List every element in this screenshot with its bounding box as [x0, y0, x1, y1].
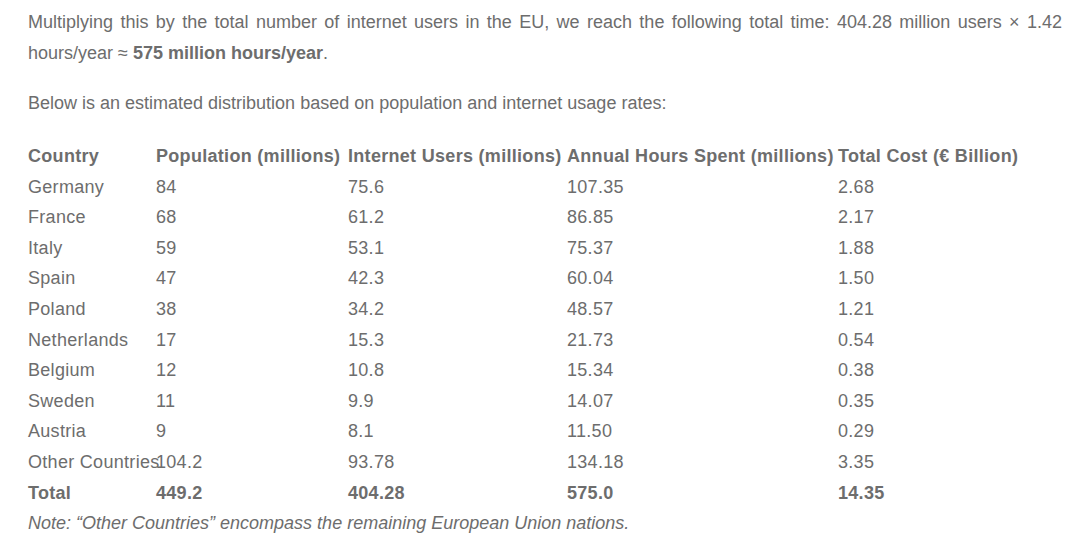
table-cell-r1c0: France — [28, 202, 156, 233]
table-cell-r0c3: 107.35 — [567, 172, 838, 203]
table-cell-r6c4: 0.38 — [838, 355, 1062, 386]
table-cell-r5c1: 17 — [156, 325, 348, 356]
table-cell-r6c0: Belgium — [28, 355, 156, 386]
table-cell-r6c1: 12 — [156, 355, 348, 386]
table-cell-r1c2: 61.2 — [348, 202, 567, 233]
table-cell-r2c2: 53.1 — [348, 233, 567, 264]
paragraph-total-time: Multiplying this by the total number of … — [28, 7, 1062, 69]
table-cell-r2c3: 75.37 — [567, 233, 838, 264]
table-cell-r1c4: 2.17 — [838, 202, 1062, 233]
table-cell-r8c1: 9 — [156, 416, 348, 447]
table-cell-r1c3: 86.85 — [567, 202, 838, 233]
table-cell-r3c2: 42.3 — [348, 263, 567, 294]
total-time-bold: 575 million hours/year — [133, 43, 323, 63]
table-cell-r3c0: Spain — [28, 263, 156, 294]
table-cell-r4c3: 48.57 — [567, 294, 838, 325]
table-cell-r3c4: 1.50 — [838, 263, 1062, 294]
table-cell-r5c4: 0.54 — [838, 325, 1062, 356]
table-cell-r9c1: 104.2 — [156, 447, 348, 478]
table-cell-r9c3: 134.18 — [567, 447, 838, 478]
table-cell-r7c0: Sweden — [28, 386, 156, 417]
table-cell-r9c0: Other Countries — [28, 447, 156, 478]
table-cell-r4c1: 38 — [156, 294, 348, 325]
table-cell-r0c2: 75.6 — [348, 172, 567, 203]
table-cell-r2c4: 1.88 — [838, 233, 1062, 264]
note-text: Note: “Other Countries” encompass the re… — [28, 508, 1062, 539]
paragraph-distribution-intro: Below is an estimated distribution based… — [28, 88, 1062, 119]
column-header-2: Internet Users (millions) — [348, 141, 567, 172]
table-cell-r6c2: 10.8 — [348, 355, 567, 386]
total-cell-c3: 575.0 — [567, 478, 838, 509]
table-cell-r8c3: 11.50 — [567, 416, 838, 447]
column-header-1: Population (millions) — [156, 141, 348, 172]
content: Multiplying this by the total number of … — [0, 0, 1091, 539]
total-cell-c1: 449.2 — [156, 478, 348, 509]
table-cell-r6c3: 15.34 — [567, 355, 838, 386]
table-cell-r5c3: 21.73 — [567, 325, 838, 356]
table-cell-r2c0: Italy — [28, 233, 156, 264]
table-cell-r5c2: 15.3 — [348, 325, 567, 356]
column-header-4: Total Cost (€ Billion) — [838, 141, 1062, 172]
table-cell-r2c1: 59 — [156, 233, 348, 264]
table-cell-r7c3: 14.07 — [567, 386, 838, 417]
table-cell-r4c2: 34.2 — [348, 294, 567, 325]
table-cell-r7c4: 0.35 — [838, 386, 1062, 417]
table-cell-r9c4: 3.35 — [838, 447, 1062, 478]
table-cell-r3c1: 47 — [156, 263, 348, 294]
table-cell-r8c2: 8.1 — [348, 416, 567, 447]
table-cell-r1c1: 68 — [156, 202, 348, 233]
table-cell-r0c0: Germany — [28, 172, 156, 203]
paragraph-total-time-period: . — [323, 43, 328, 63]
table-cell-r9c2: 93.78 — [348, 447, 567, 478]
total-cell-c0: Total — [28, 478, 156, 509]
column-header-0: Country — [28, 141, 156, 172]
column-header-3: Annual Hours Spent (millions) — [567, 141, 838, 172]
total-cell-c4: 14.35 — [838, 478, 1062, 509]
table-cell-r5c0: Netherlands — [28, 325, 156, 356]
table-cell-r0c4: 2.68 — [838, 172, 1062, 203]
table-cell-r4c0: Poland — [28, 294, 156, 325]
total-cell-c2: 404.28 — [348, 478, 567, 509]
distribution-table: CountryPopulation (millions)Internet Use… — [28, 141, 1062, 508]
table-cell-r8c0: Austria — [28, 416, 156, 447]
table-cell-r3c3: 60.04 — [567, 263, 838, 294]
table-cell-r0c1: 84 — [156, 172, 348, 203]
table-cell-r8c4: 0.29 — [838, 416, 1062, 447]
table-cell-r7c1: 11 — [156, 386, 348, 417]
table-cell-r4c4: 1.21 — [838, 294, 1062, 325]
table-cell-r7c2: 9.9 — [348, 386, 567, 417]
